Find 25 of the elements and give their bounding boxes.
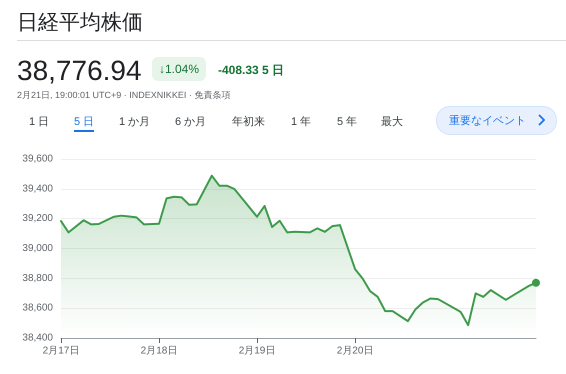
y-tick-label: 39,600 <box>22 154 54 164</box>
x-tick-label: 2月19日 <box>238 346 276 356</box>
y-tick-label: 39,200 <box>22 213 54 224</box>
text: 重要なイベント <box>436 106 557 135</box>
y-tick-label: 39,000 <box>22 243 54 254</box>
y-tick-label: 39,400 <box>22 183 54 194</box>
text: 5 日 <box>74 114 94 132</box>
text: 5 年 <box>337 115 358 129</box>
text: 1 年 <box>291 115 312 129</box>
text: 年初来 <box>232 114 265 129</box>
x-tick-label: 2月17日 <box>42 346 80 356</box>
y-tick-label: 38,400 <box>22 332 54 344</box>
text: 1 か月 <box>119 115 150 129</box>
chart-title: 日経平均株価 <box>17 10 143 36</box>
text: 1 日 <box>29 115 50 129</box>
text: 6 か月 <box>175 115 206 129</box>
y-tick-label: 38,800 <box>22 272 54 284</box>
text: 最大 <box>381 115 403 129</box>
text: 2月21日, 19:00:01 UTC+9 · INDEXNIKKEI · 免責条項 <box>17 89 230 102</box>
text: -408.33 5 日 <box>218 62 284 79</box>
text: 38,776.94 <box>17 55 142 87</box>
text: ↓1.04% <box>152 57 206 81</box>
x-tick-label: 2月20日 <box>336 346 374 356</box>
y-tick-label: 38,600 <box>22 302 54 314</box>
x-tick-label: 2月18日 <box>140 346 178 356</box>
